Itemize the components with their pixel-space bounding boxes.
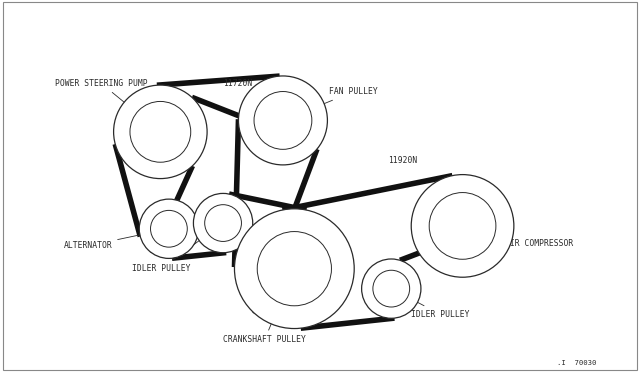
Text: 11720N: 11720N: [223, 79, 252, 88]
Text: IDLER PULLEY: IDLER PULLEY: [132, 225, 221, 273]
Circle shape: [239, 76, 328, 165]
Text: POWER STEERING PUMP: POWER STEERING PUMP: [55, 79, 158, 130]
Circle shape: [234, 209, 354, 328]
Circle shape: [113, 85, 207, 179]
Text: .I  70030: .I 70030: [557, 360, 596, 366]
Text: CRANKSHAFT PULLEY: CRANKSHAFT PULLEY: [223, 271, 306, 344]
Circle shape: [412, 174, 514, 277]
Text: 11920N: 11920N: [388, 156, 418, 165]
Text: IDLER PULLEY: IDLER PULLEY: [394, 290, 470, 319]
Text: ALTERNATOR: ALTERNATOR: [63, 229, 166, 250]
Text: FAN PULLEY: FAN PULLEY: [285, 87, 378, 119]
Circle shape: [140, 199, 198, 259]
Circle shape: [193, 193, 253, 253]
Text: AIR COMPRESSOR: AIR COMPRESSOR: [465, 227, 573, 247]
Circle shape: [362, 259, 421, 318]
